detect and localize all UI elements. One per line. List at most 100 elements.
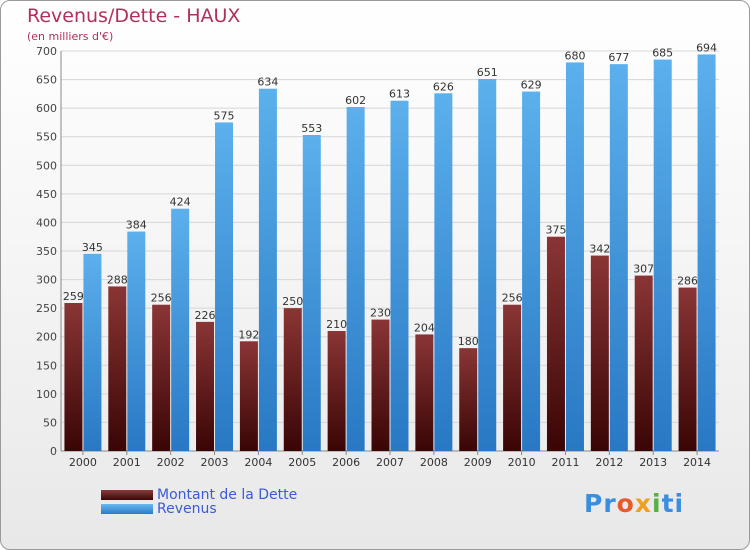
data-label-dette: 375	[545, 224, 566, 237]
x-tick-label: 2004	[244, 456, 272, 469]
bar-dette	[459, 348, 478, 451]
chart-subtitle: (en milliers d'€)	[27, 30, 114, 43]
data-label-revenus: 424	[170, 196, 191, 209]
x-tick-label: 2012	[595, 456, 623, 469]
brand-logo: Proxiti	[584, 489, 685, 518]
data-label-revenus: 685	[652, 47, 673, 60]
bar-revenus	[302, 135, 321, 451]
y-tick-label: 500	[36, 159, 57, 172]
data-label-revenus: 680	[564, 49, 585, 62]
y-tick-label: 200	[36, 331, 57, 344]
data-label-dette: 250	[282, 295, 303, 308]
bar-revenus	[697, 54, 716, 452]
bar-revenus	[434, 93, 453, 452]
y-tick-label: 700	[36, 45, 57, 58]
bar-dette	[196, 321, 215, 451]
y-tick-label: 300	[36, 274, 57, 287]
y-tick-label: 400	[36, 216, 57, 229]
bar-dette	[546, 236, 565, 451]
x-tick-label: 2000	[69, 456, 97, 469]
data-label-dette: 256	[151, 292, 172, 305]
data-label-dette: 180	[458, 335, 479, 348]
legend-swatch-revenus	[101, 504, 153, 514]
y-tick-label: 450	[36, 188, 57, 201]
data-label-revenus: 602	[345, 94, 366, 107]
data-label-revenus: 629	[521, 79, 542, 92]
bar-dette	[634, 275, 653, 451]
bar-dette	[327, 331, 346, 451]
bar-dette	[239, 341, 258, 451]
x-tick-label: 2008	[420, 456, 448, 469]
legend-item-revenus: Revenus	[101, 501, 217, 517]
y-tick-label: 600	[36, 102, 57, 115]
bar-dette	[590, 255, 609, 451]
bar-revenus	[346, 107, 365, 451]
bar-dette	[152, 304, 171, 451]
data-label-dette: 226	[195, 309, 216, 322]
data-label-dette: 192	[238, 328, 259, 341]
y-tick-label: 100	[36, 388, 57, 401]
x-tick-label: 2011	[551, 456, 579, 469]
y-tick-label: 350	[36, 245, 57, 258]
bar-revenus	[215, 122, 234, 451]
bar-revenus	[653, 59, 672, 451]
bar-dette	[503, 304, 522, 451]
bar-dette	[64, 303, 83, 451]
bar-revenus	[83, 253, 102, 451]
data-label-revenus: 553	[301, 122, 322, 135]
y-tick-label: 650	[36, 74, 57, 87]
data-label-revenus: 613	[389, 88, 410, 101]
data-label-dette: 342	[589, 243, 610, 256]
bar-dette	[283, 308, 302, 451]
legend-label-revenus: Revenus	[157, 501, 217, 517]
data-label-dette: 256	[502, 292, 523, 305]
x-tick-label: 2014	[683, 456, 711, 469]
bar-revenus	[390, 100, 409, 451]
y-tick-label: 550	[36, 131, 57, 144]
data-label-dette: 259	[63, 290, 84, 303]
data-label-revenus: 634	[257, 76, 278, 89]
bar-revenus	[258, 88, 277, 451]
bar-revenus	[609, 64, 628, 451]
y-tick-label: 50	[43, 416, 57, 429]
x-tick-label: 2003	[201, 456, 229, 469]
bar-revenus	[565, 62, 584, 452]
bar-revenus	[522, 91, 541, 452]
x-tick-label: 2002	[157, 456, 185, 469]
x-tick-label: 2013	[639, 456, 667, 469]
x-tick-label: 2007	[376, 456, 404, 469]
bar-dette	[108, 286, 127, 451]
data-label-dette: 288	[107, 273, 128, 286]
data-label-revenus: 384	[126, 219, 147, 232]
chart-title: Revenus/Dette - HAUX	[27, 5, 241, 27]
data-label-revenus: 575	[214, 109, 235, 122]
y-tick-label: 0	[50, 445, 57, 458]
legend-swatch-dette	[101, 490, 153, 500]
data-label-revenus: 651	[477, 66, 498, 79]
data-label-revenus: 345	[82, 241, 103, 254]
legend-item-dette: Montant de la Dette	[101, 487, 298, 503]
data-label-revenus: 677	[608, 51, 629, 64]
x-tick-label: 2001	[113, 456, 141, 469]
data-label-dette: 230	[370, 307, 391, 320]
data-label-revenus: 626	[433, 80, 454, 93]
legend-label-dette: Montant de la Dette	[157, 487, 298, 503]
x-tick-label: 2010	[508, 456, 536, 469]
data-label-dette: 204	[414, 321, 435, 334]
bar-revenus	[478, 79, 497, 451]
y-tick-label: 150	[36, 359, 57, 372]
data-label-revenus: 694	[696, 41, 717, 54]
bar-revenus	[127, 231, 146, 451]
y-tick-label: 250	[36, 302, 57, 315]
data-label-dette: 307	[633, 263, 654, 276]
data-label-dette: 286	[677, 275, 698, 288]
data-label-dette: 210	[326, 318, 347, 331]
bar-revenus	[171, 208, 190, 451]
x-tick-label: 2005	[288, 456, 316, 469]
x-tick-label: 2009	[464, 456, 492, 469]
x-tick-label: 2006	[332, 456, 360, 469]
bar-dette	[371, 319, 390, 451]
bar-dette	[678, 287, 697, 451]
